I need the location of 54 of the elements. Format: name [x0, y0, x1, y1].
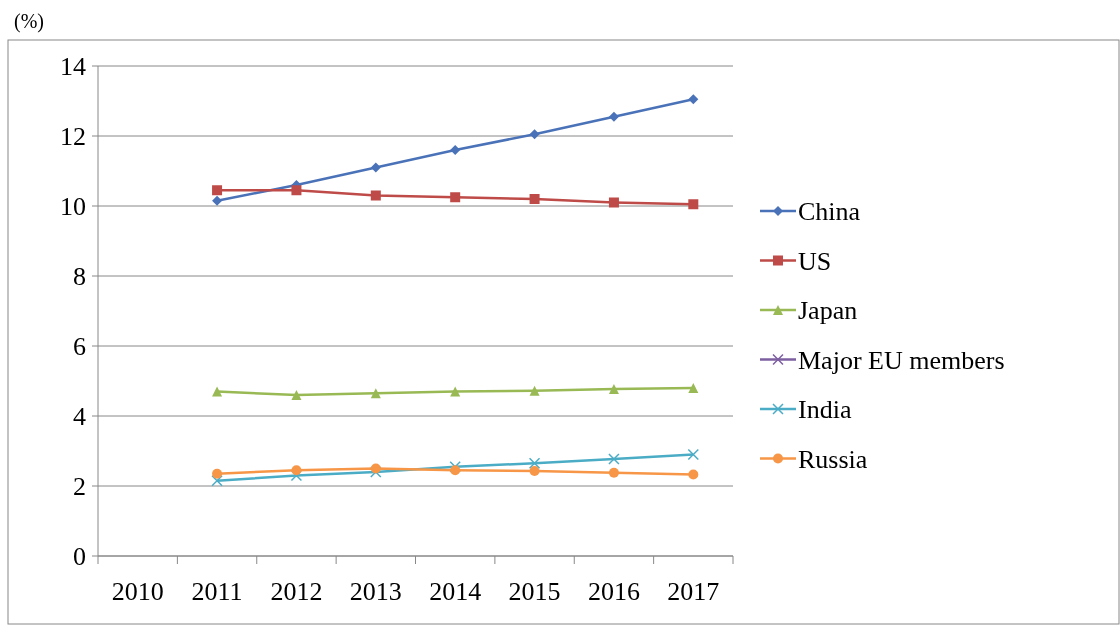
legend-label: India: [798, 395, 852, 425]
point: [212, 195, 223, 206]
legend-label: Japan: [798, 296, 858, 326]
x-tick-label: 2012: [270, 577, 323, 606]
point: [212, 185, 223, 196]
point: [370, 388, 381, 399]
point: [608, 197, 619, 208]
point: [450, 386, 461, 397]
point: [528, 457, 541, 469]
point: [608, 453, 620, 465]
y-tick-label: 6: [73, 332, 86, 362]
x-tick-label: 2013: [349, 577, 402, 606]
point: [688, 383, 699, 393]
point: [529, 385, 540, 396]
point: [687, 448, 700, 461]
point: [529, 129, 540, 140]
x-tick-label: 2010: [111, 577, 164, 606]
legend-label: Russia: [798, 444, 868, 474]
x-tick-label: 2016: [587, 577, 640, 606]
point: [608, 111, 619, 122]
point: [529, 194, 540, 204]
point: [212, 468, 223, 479]
point: [688, 469, 699, 480]
legend-label: China: [798, 197, 861, 227]
point: [212, 386, 223, 397]
point: [370, 162, 381, 173]
point: [450, 465, 461, 476]
legend-label: US: [798, 246, 832, 276]
point: [608, 467, 619, 478]
y-tick-label: 0: [73, 542, 86, 572]
y-tick-label: 4: [73, 402, 86, 432]
point: [370, 190, 381, 201]
y-axis-title: (%): [14, 10, 44, 33]
point: [450, 192, 461, 203]
legend-label: Major EU members: [798, 345, 1005, 375]
point: [291, 185, 302, 196]
point: [211, 475, 223, 487]
y-tick-label: 2: [73, 472, 86, 502]
y-tick-label: 12: [60, 122, 86, 152]
point: [688, 199, 699, 210]
y-tick-label: 10: [60, 192, 86, 222]
point: [688, 94, 699, 105]
point: [291, 390, 302, 400]
point: [291, 465, 302, 476]
point: [608, 384, 619, 395]
x-tick-label: 2011: [191, 577, 243, 606]
y-tick-label: 8: [73, 262, 86, 292]
x-tick-label: 2017: [667, 577, 720, 606]
point: [370, 463, 381, 474]
point: [450, 145, 461, 155]
y-tick-label: 14: [60, 52, 86, 82]
point: [529, 465, 540, 476]
x-tick-label: 2014: [429, 577, 482, 606]
x-tick-label: 2015: [508, 577, 561, 606]
